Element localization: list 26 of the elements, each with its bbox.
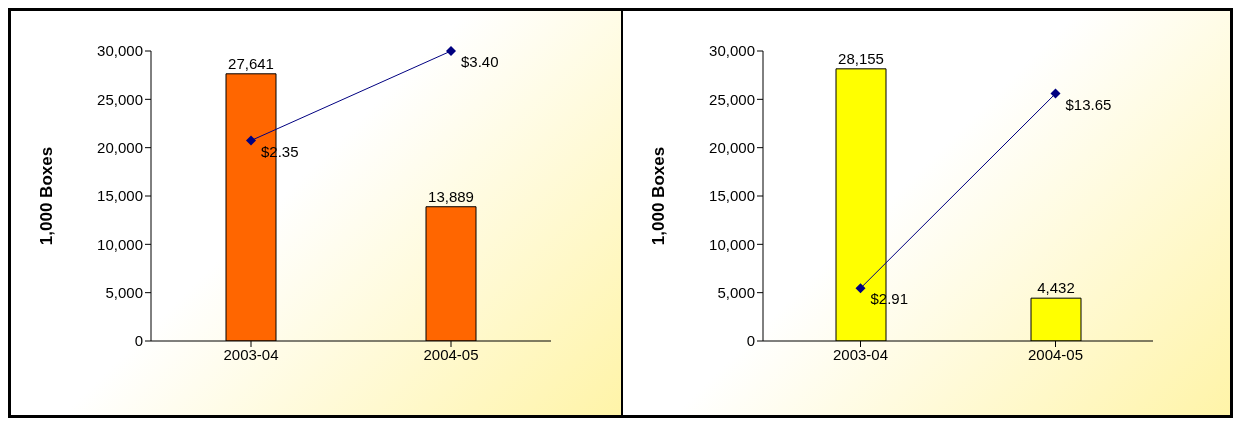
data-label: 27,641: [228, 54, 274, 72]
y-tick-label: 25,000: [709, 90, 755, 108]
y-axis-title: 1,000 Boxes: [37, 146, 57, 246]
data-label: $13.65: [1065, 95, 1112, 113]
x-tick-label: 2003-04: [832, 345, 889, 363]
x-tick-label: 2004-05: [423, 345, 479, 363]
y-axis-title: 1,000 Boxes: [649, 146, 669, 246]
data-label: $3.40: [461, 53, 499, 70]
y-tick-label: 30,000: [709, 42, 755, 60]
y-tick-label: 15,000: [709, 187, 755, 205]
data-label: 13,889: [428, 187, 474, 205]
data-label: 4,432: [1037, 279, 1075, 297]
y-tick-label: 10,000: [709, 235, 755, 253]
y-tick-label: 10,000: [97, 235, 143, 253]
y-tick-label: 20,000: [709, 138, 755, 156]
y-tick-label: 15,000: [97, 187, 143, 205]
y-tick-label: 0: [746, 332, 755, 350]
y-tick-label: 25,000: [97, 90, 143, 108]
data-label: 28,155: [838, 49, 884, 67]
y-tick-label: 5,000: [105, 283, 143, 301]
y-tick-label: 0: [134, 332, 143, 350]
y-tick-label: 5,000: [717, 283, 755, 301]
y-tick-label: 20,000: [97, 138, 143, 156]
x-tick-label: 2004-05: [1027, 345, 1084, 363]
y-tick-label: 30,000: [97, 42, 143, 60]
x-tick-label: 2003-04: [223, 345, 279, 363]
